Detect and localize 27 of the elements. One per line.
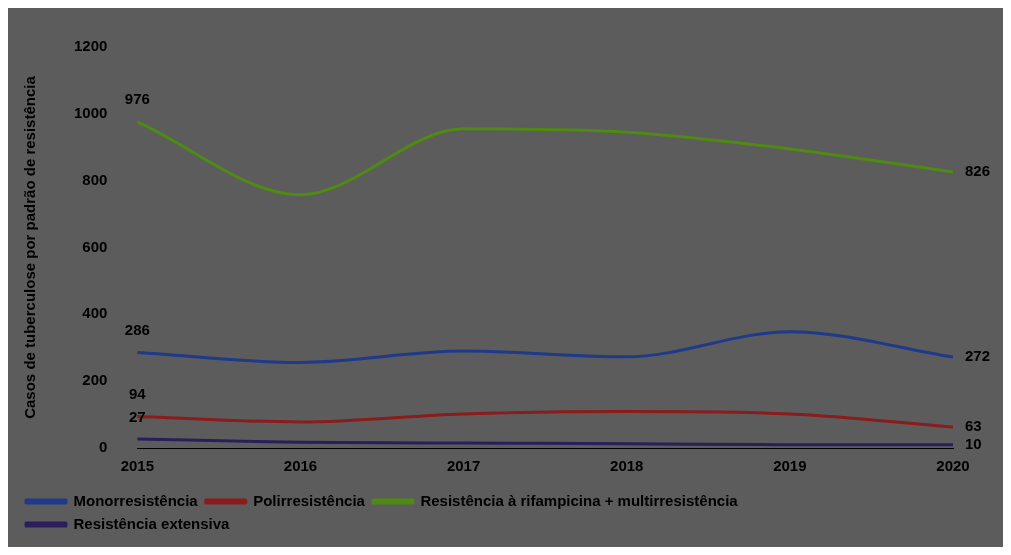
data-label: 94 xyxy=(129,385,147,403)
y-tick-label: 0 xyxy=(99,438,108,456)
y-tick-label: 1000 xyxy=(73,103,108,121)
y-tick-label: 400 xyxy=(82,304,108,322)
data-label: 286 xyxy=(124,321,150,339)
y-tick-label: 1200 xyxy=(73,37,108,55)
line-series xyxy=(135,120,955,197)
x-tick-label: 2020 xyxy=(936,457,970,475)
x-tick-label: 2017 xyxy=(446,457,481,475)
legend-label: Polirresistência xyxy=(253,491,366,509)
x-tick-label: 2018 xyxy=(610,457,644,475)
y-tick-label: 200 xyxy=(82,371,108,389)
x-tick-label: 2015 xyxy=(120,457,155,475)
x-tick-label: 2016 xyxy=(283,457,318,475)
legend-label: Monorresistência xyxy=(73,491,199,509)
data-label: 976 xyxy=(124,90,150,108)
data-label: 27 xyxy=(129,407,146,425)
y-tick-label: 600 xyxy=(82,237,108,255)
data-label: 10 xyxy=(965,434,982,452)
data-label: 272 xyxy=(965,347,991,365)
legend-label: Resistência à rifampicina + multirresistência xyxy=(420,491,739,509)
y-tick-label: 800 xyxy=(82,170,108,188)
data-label: 63 xyxy=(965,417,982,435)
legend-label: Resistência extensiva xyxy=(73,514,231,532)
y-axis-title: Casos de tuberculose por padrão de resistência xyxy=(21,75,39,419)
x-tick-label: 2019 xyxy=(773,457,807,475)
data-label: 826 xyxy=(965,162,991,180)
